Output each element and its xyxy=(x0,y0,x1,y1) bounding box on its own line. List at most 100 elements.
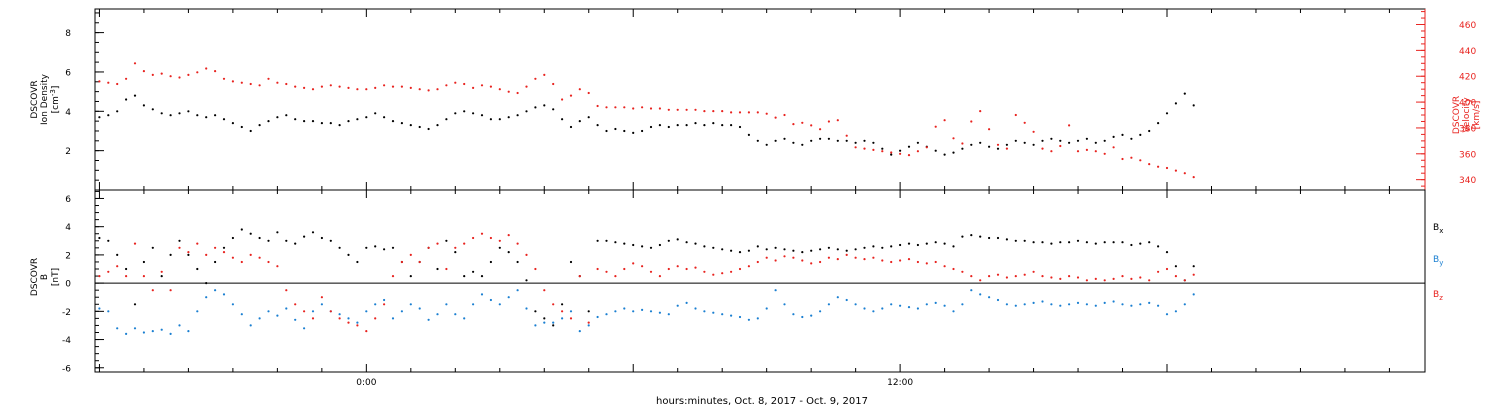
velocity-point xyxy=(774,116,777,119)
By-point xyxy=(587,324,590,327)
Bz-point xyxy=(1068,275,1071,278)
time-tick-label: 0:00 xyxy=(356,378,376,388)
velocity-point xyxy=(480,84,484,87)
Bz-point xyxy=(1112,277,1115,280)
density-point xyxy=(320,122,323,125)
Bx-point xyxy=(819,248,822,251)
Bx-point xyxy=(1103,241,1106,244)
Bx-point xyxy=(916,243,920,247)
Bz-point xyxy=(107,270,110,273)
By-point xyxy=(641,308,644,311)
density-point xyxy=(169,114,172,117)
Bz-point xyxy=(996,273,1000,276)
velocity-point xyxy=(231,80,234,83)
velocity-point xyxy=(934,125,937,128)
velocity-axis-title-line2: Velocity xyxy=(1462,97,1472,133)
velocity-point xyxy=(178,76,181,79)
By-point xyxy=(1165,313,1169,316)
Bx-point xyxy=(881,246,884,249)
Bx-point xyxy=(890,245,893,248)
Bx-point xyxy=(258,236,261,240)
velocity-point xyxy=(1103,152,1106,155)
density-point xyxy=(988,145,991,148)
density-point xyxy=(819,137,822,140)
velocity-point xyxy=(623,106,626,109)
By-point xyxy=(445,303,448,306)
Bx-point xyxy=(979,235,982,238)
Bx-point xyxy=(107,239,110,242)
Bz-point xyxy=(320,296,323,299)
By-point xyxy=(925,303,928,306)
density-point xyxy=(970,143,973,146)
Bz-point xyxy=(214,246,217,249)
By-point xyxy=(472,303,475,306)
By-point xyxy=(160,328,163,331)
velocity-point xyxy=(676,108,679,111)
By-point xyxy=(979,293,982,296)
time-tick-label: 12:00 xyxy=(887,378,913,388)
velocity-point xyxy=(543,73,546,76)
Bz-point xyxy=(125,275,128,278)
density-point xyxy=(641,129,644,133)
density-point xyxy=(347,120,350,123)
By-point xyxy=(810,314,813,317)
density-point xyxy=(685,124,688,127)
magnetic-field-panel: -6 -4 -2 0 2 4 6 DSCOVR B [nT] Bx By Bz xyxy=(30,189,1443,374)
Bz-point xyxy=(765,256,768,259)
Bx-point xyxy=(605,239,608,242)
Bx-point xyxy=(409,275,412,278)
Bz-point xyxy=(294,303,297,306)
velocity-point xyxy=(1130,156,1133,159)
Bx-point xyxy=(489,260,492,264)
velocity-point xyxy=(329,84,332,87)
Bx-point xyxy=(311,231,315,234)
Bx-point xyxy=(1139,242,1142,245)
By-point xyxy=(970,289,973,292)
density-point xyxy=(311,120,315,123)
By-point xyxy=(1121,303,1124,306)
Bz-point xyxy=(436,242,439,245)
density-point xyxy=(1032,143,1035,146)
Bx-point xyxy=(676,238,679,241)
velocity-point xyxy=(516,91,519,95)
Bz-point xyxy=(374,317,377,320)
density-point xyxy=(116,110,119,113)
By-point xyxy=(222,293,226,296)
velocity-axis-title-line1: DSCOVR xyxy=(1452,96,1462,134)
Bz-point xyxy=(587,321,590,324)
velocity-point xyxy=(1165,166,1169,170)
density-point xyxy=(810,139,813,142)
velocity-point xyxy=(454,81,457,84)
velocity-point xyxy=(169,75,172,78)
velocity-point xyxy=(765,112,768,115)
Bx-point xyxy=(1076,239,1080,242)
b-axis-title-line3: [nT] xyxy=(51,268,61,286)
density-point xyxy=(1157,122,1160,125)
velocity-point xyxy=(391,85,395,88)
Bz-point xyxy=(98,275,101,278)
Bx-point xyxy=(365,246,368,249)
Bz-point xyxy=(863,258,866,261)
density-point xyxy=(792,141,795,144)
Bx-point xyxy=(178,239,181,242)
density-point xyxy=(943,153,946,156)
Bz-point xyxy=(756,260,759,264)
Bx-point xyxy=(303,235,306,238)
velocity-point xyxy=(222,77,226,80)
Bz-point xyxy=(658,275,662,278)
velocity-point xyxy=(267,77,270,80)
velocity-point xyxy=(498,88,501,91)
velocity-tick-label: 380 xyxy=(1459,124,1476,134)
density-series xyxy=(98,92,1195,156)
Bz-point xyxy=(676,265,679,268)
density-point xyxy=(1085,137,1088,140)
velocity-point xyxy=(925,146,928,149)
velocity-point xyxy=(1005,147,1009,150)
By-point xyxy=(347,317,350,320)
Bz-point xyxy=(1032,270,1035,273)
Bx-point xyxy=(756,245,759,248)
By-point xyxy=(436,313,439,316)
density-point xyxy=(1014,139,1017,142)
Bz-point xyxy=(872,256,875,259)
